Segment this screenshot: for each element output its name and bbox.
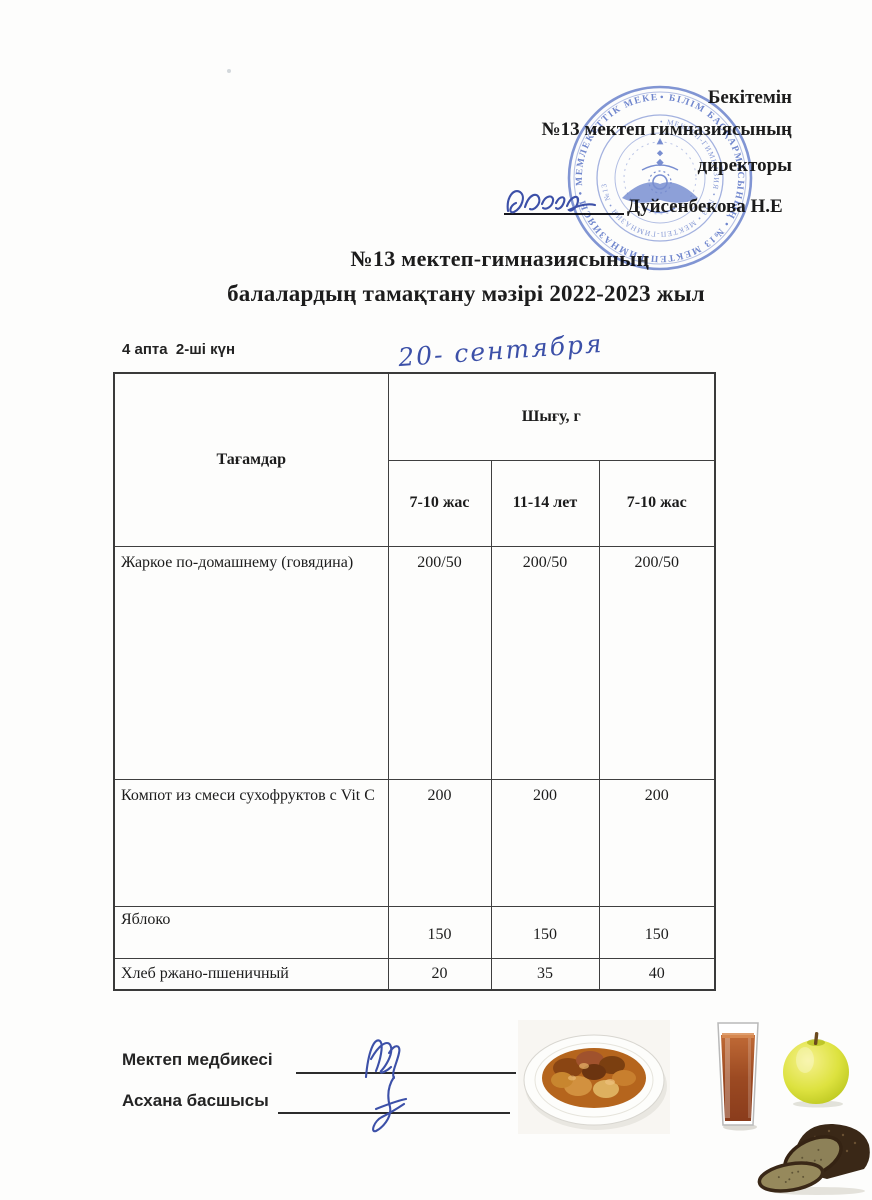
- dish-name: Жаркое по-домашнему (говядина): [113, 545, 389, 780]
- nurse-label: Мектеп медбикесі: [122, 1050, 273, 1069]
- doc-title-line-1: №13 мектеп-гимназиясының: [350, 246, 650, 271]
- table-row: Хлеб ржано-пшеничный 20 35 40: [113, 957, 716, 991]
- nurse-signature-line: [296, 1072, 516, 1074]
- table-row: Жаркое по-домашнему (говядина) 200/50 20…: [113, 545, 716, 780]
- col-header-dishes: Тағамдар: [113, 372, 389, 547]
- col-header-age-1: 7-10 жас: [387, 459, 492, 547]
- stamp-inner-ring-text: • МЕКТЕП-ГИМНАЗИЯ • №13 • МЕКТЕП-ГИМНАЗИ…: [599, 117, 720, 239]
- portion-value: 20: [387, 957, 492, 991]
- official-stamp: • БІЛІМ БАСҚАРМАСЫНЫҢ • №13 МЕКТЕП-ГИМНА…: [564, 82, 753, 271]
- dish-name: Хлеб ржано-пшеничный: [113, 957, 389, 991]
- nurse-signature: [364, 1039, 401, 1080]
- portion-value: 200/50: [598, 545, 716, 780]
- handwritten-date: 20- сентября: [397, 328, 605, 373]
- canteen-signature-line: [278, 1112, 510, 1114]
- menu-table: Тағамдар Шығу, г 7-10 жас 11-14 лет 7-10…: [113, 372, 717, 991]
- svg-text:• МЕКТЕП-ГИМНАЗИЯ • №13 • МЕКТ: • МЕКТЕП-ГИМНАЗИЯ • №13 • МЕКТЕП-ГИМНАЗИ…: [599, 117, 721, 239]
- col-header-age-3: 7-10 жас: [598, 459, 716, 547]
- scan-speck: [227, 69, 231, 73]
- portion-value: 150: [490, 905, 600, 959]
- stamp-emblem-icon: [622, 138, 698, 214]
- table-row: Компот из смеси сухофруктов с Vit C 200 …: [113, 778, 716, 907]
- portion-value: 200: [598, 778, 716, 907]
- portion-value: 40: [598, 957, 716, 991]
- col-header-age-2: 11-14 лет: [490, 459, 600, 547]
- rye-bread-photo: [757, 1123, 870, 1195]
- stew-plate-photo: [518, 1020, 670, 1134]
- portion-value: 200: [387, 778, 492, 907]
- portion-value: 200: [490, 778, 600, 907]
- portion-value: 35: [490, 957, 600, 991]
- approval-line-2: №13 мектеп гимназиясының: [541, 119, 792, 140]
- compote-glass-photo: [717, 1022, 759, 1131]
- portion-value: 200/50: [387, 545, 492, 780]
- portion-value: 150: [387, 905, 492, 959]
- dish-name: Яблоко: [113, 905, 389, 959]
- canteen-label: Асхана басшысы: [122, 1091, 269, 1110]
- portion-value: 150: [598, 905, 716, 959]
- apple-photo: [783, 1032, 849, 1108]
- doc-title-line-2: балалардың тамақтану мәзірі 2022-2023 жы…: [227, 281, 705, 306]
- table-row: Яблоко 150 150 150: [113, 905, 716, 959]
- portion-value: 200/50: [490, 545, 600, 780]
- canteen-signature: [372, 1075, 408, 1133]
- dish-name: Компот из смеси сухофруктов с Vit C: [113, 778, 389, 907]
- week-day-label: 4 апта 2-ші күн: [122, 341, 236, 358]
- director-signature: [506, 190, 597, 214]
- approval-line-1: Бекітемін: [707, 87, 792, 108]
- director-signature-line: [504, 213, 624, 215]
- col-header-output: Шығу, г: [387, 372, 716, 461]
